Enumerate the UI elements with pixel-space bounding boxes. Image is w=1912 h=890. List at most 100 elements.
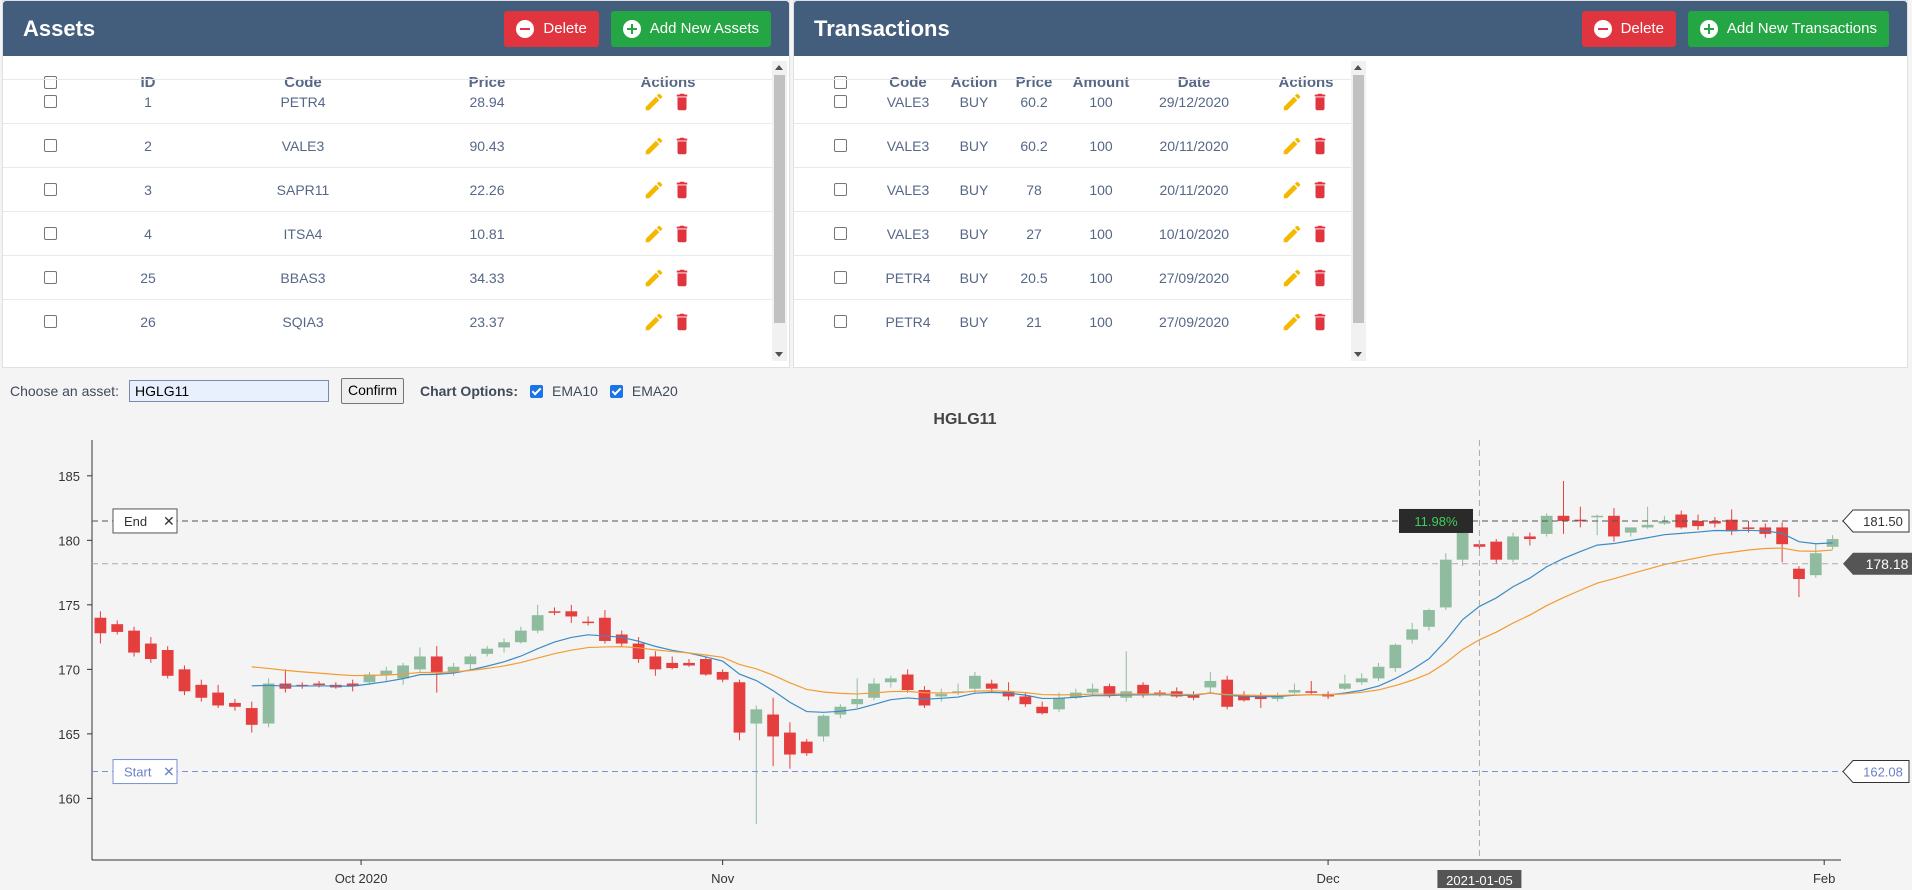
pencil-icon[interactable] (1281, 223, 1303, 245)
close-icon[interactable]: ✕ (163, 513, 175, 529)
tx-price: 60.2 (1020, 94, 1048, 110)
candle (901, 674, 914, 690)
tx-date: 20/11/2020 (1159, 138, 1229, 154)
row-checkbox[interactable] (834, 95, 847, 108)
candle (1793, 568, 1805, 580)
column-header-actions: Actions (1278, 74, 1334, 91)
candle (94, 617, 107, 634)
row-checkbox[interactable] (834, 183, 847, 196)
asset-input[interactable] (128, 380, 329, 402)
trash-icon[interactable] (673, 223, 691, 245)
ema20-label: EMA20 (631, 383, 678, 399)
tx-date: 10/10/2020 (1158, 226, 1230, 242)
candle (599, 617, 611, 641)
table-row[interactable]: VALE3 BUY 78 100 20/11/2020 (794, 167, 1352, 211)
ema10-checkbox[interactable] (529, 384, 543, 398)
delete-assets-button[interactable]: Delete (504, 10, 599, 47)
candlestick-chart[interactable]: HGLG11 160 165 170 175 180 185 Oct 2020 Nov Dec F… (0, 410, 1912, 888)
row-checkbox[interactable] (834, 271, 847, 284)
table-row[interactable]: PETR4 BUY 21 100 27/09/2020 (794, 299, 1352, 343)
table-row[interactable]: VALE3 BUY 27 100 10/10/2020 (794, 211, 1352, 255)
row-checkbox[interactable] (44, 139, 57, 152)
table-row[interactable]: 3 SAPR11 22.26 (3, 167, 773, 211)
table-row[interactable]: VALE3 BUY 60.2 100 29/12/2020 (794, 79, 1352, 123)
end-marker[interactable]: End ✕ (112, 508, 178, 534)
pencil-icon[interactable] (643, 267, 665, 289)
scroll-up-arrow-icon[interactable] (1354, 65, 1362, 70)
table-row[interactable]: 25 BBAS3 34.33 (3, 255, 773, 299)
trash-icon[interactable] (1311, 135, 1329, 157)
row-checkbox[interactable] (834, 227, 847, 240)
candle (632, 643, 645, 660)
trash-icon[interactable] (673, 91, 691, 113)
table-row[interactable]: 2 VALE3 90.43 (3, 123, 773, 167)
table-row[interactable]: 4 ITSA4 10.81 (3, 211, 773, 255)
start-marker[interactable]: Start ✕ (112, 759, 178, 785)
ema10-label: EMA10 (551, 383, 598, 399)
candle (178, 669, 191, 692)
row-checkbox[interactable] (834, 315, 847, 328)
candle (1608, 515, 1620, 537)
table-row[interactable]: 26 SQIA3 23.37 (3, 299, 773, 343)
candle (212, 692, 225, 706)
asset-price: 10.81 (469, 226, 505, 242)
trash-icon[interactable] (1311, 179, 1329, 201)
asset-code: BBAS3 (280, 270, 326, 286)
pencil-icon[interactable] (1281, 311, 1303, 333)
assets-scrollbar[interactable] (772, 61, 787, 361)
trash-icon[interactable] (673, 267, 691, 289)
candle (1776, 527, 1789, 545)
candle (784, 732, 796, 755)
add-new-transactions-button[interactable]: Add New Transactions (1687, 10, 1889, 47)
row-checkbox[interactable] (44, 227, 57, 240)
scroll-thumb[interactable] (1353, 75, 1364, 323)
tx-code: VALE3 (886, 182, 930, 198)
current-price-label: 178.18 (1866, 556, 1909, 572)
row-checkbox[interactable] (44, 315, 57, 328)
start-price-tag: 162.08 (1842, 760, 1910, 784)
pencil-icon[interactable] (643, 311, 665, 333)
candle (1053, 697, 1065, 710)
table-row[interactable]: VALE3 BUY 60.2 100 20/11/2020 (794, 123, 1352, 167)
close-icon[interactable]: ✕ (163, 764, 175, 780)
pencil-icon[interactable] (1281, 267, 1303, 289)
scroll-up-arrow-icon[interactable] (775, 65, 783, 70)
pencil-icon[interactable] (643, 179, 665, 201)
asset-id: 1 (144, 94, 152, 110)
trash-icon[interactable] (673, 179, 691, 201)
trash-icon[interactable] (1311, 267, 1329, 289)
trash-icon[interactable] (673, 311, 691, 333)
row-checkbox[interactable] (44, 183, 57, 196)
pencil-icon[interactable] (1281, 91, 1303, 113)
candle (1540, 515, 1553, 534)
row-checkbox[interactable] (834, 139, 847, 152)
pencil-icon[interactable] (643, 135, 665, 157)
candle (1355, 678, 1368, 683)
pencil-icon[interactable] (643, 223, 665, 245)
candle (144, 643, 157, 660)
candle (1641, 524, 1654, 528)
candle (1742, 527, 1755, 529)
trash-icon[interactable] (1311, 311, 1329, 333)
row-checkbox[interactable] (44, 95, 57, 108)
table-row[interactable]: PETR4 BUY 20.5 100 27/09/2020 (794, 255, 1352, 299)
table-row[interactable]: 1 PETR4 28.94 (3, 79, 773, 123)
pencil-icon[interactable] (1281, 179, 1303, 201)
scroll-down-arrow-icon[interactable] (775, 352, 783, 357)
scroll-down-arrow-icon[interactable] (1354, 352, 1362, 357)
delete-transactions-button[interactable]: Delete (1581, 10, 1676, 47)
confirm-button[interactable]: Confirm (340, 378, 404, 404)
crosshair-date-label: 2021-01-05 (1446, 873, 1513, 888)
transactions-scrollbar[interactable] (1351, 61, 1366, 361)
trash-icon[interactable] (673, 135, 691, 157)
trash-icon[interactable] (1311, 91, 1329, 113)
plus-circle-icon (1699, 19, 1718, 38)
scroll-thumb[interactable] (774, 75, 785, 323)
add-new-assets-button[interactable]: Add New Assets (610, 10, 771, 47)
ema20-checkbox[interactable] (609, 384, 623, 398)
row-checkbox[interactable] (44, 271, 57, 284)
trash-icon[interactable] (1311, 223, 1329, 245)
x-tick-label: Oct 2020 (335, 871, 388, 886)
pencil-icon[interactable] (1281, 135, 1303, 157)
pencil-icon[interactable] (643, 91, 665, 113)
